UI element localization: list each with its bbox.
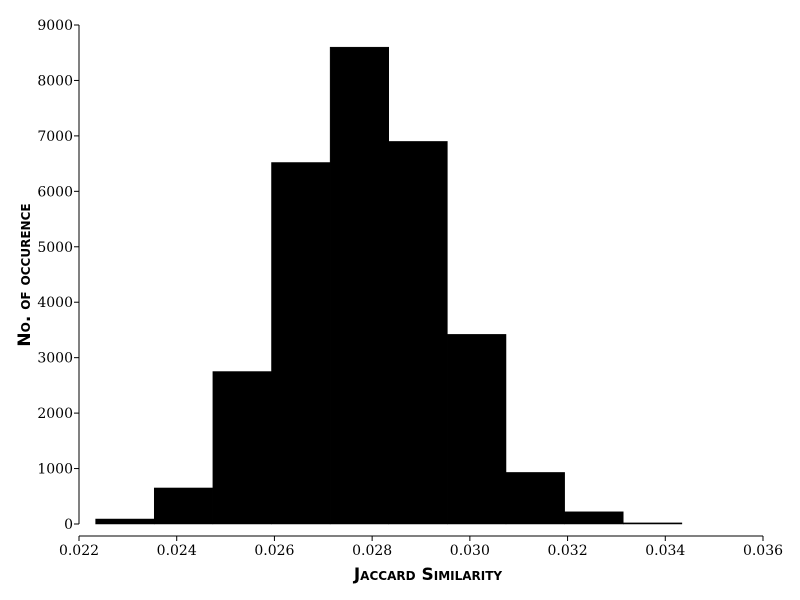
x-axis-title: Jaccard Similarity xyxy=(353,565,503,585)
histogram-bar-8 xyxy=(564,511,624,525)
y-tick-label: 9000 xyxy=(37,18,73,34)
y-tick-label: 5000 xyxy=(37,240,73,256)
x-tick-label: 0.030 xyxy=(450,543,490,559)
histogram-bar-7 xyxy=(505,472,565,525)
y-tick-label: 1000 xyxy=(37,462,73,478)
y-tick-label: 8000 xyxy=(37,73,73,89)
y-tick-label: 6000 xyxy=(37,184,73,200)
chart-axes xyxy=(78,25,763,537)
x-tick-label: 0.022 xyxy=(59,543,99,559)
y-axis-title: No. of occurence xyxy=(15,203,35,346)
x-tick-label: 0.036 xyxy=(743,543,783,559)
y-tick-label: 0 xyxy=(64,517,73,533)
y-axis-ticks: 0 1000 2000 3000 4000 5000 6000 7000 8000 9000 xyxy=(37,18,79,533)
y-tick-label: 7000 xyxy=(37,129,73,145)
x-tick-label: 0.026 xyxy=(254,543,294,559)
histogram-bar-3 xyxy=(271,162,331,525)
y-tick-label: 3000 xyxy=(37,351,73,367)
histogram-bar-9 xyxy=(623,522,683,525)
histogram-bar-5 xyxy=(388,141,448,525)
histogram-bar-1 xyxy=(153,487,214,525)
histogram-bars xyxy=(95,46,683,525)
histogram-bar-6 xyxy=(447,334,507,525)
x-tick-label: 0.028 xyxy=(352,543,392,559)
histogram-bar-4 xyxy=(329,46,390,525)
x-tick-label: 0.024 xyxy=(157,543,197,559)
y-tick-label: 4000 xyxy=(37,295,73,311)
histogram-bar-0 xyxy=(95,518,155,525)
x-tick-label: 0.032 xyxy=(548,543,588,559)
x-tick-label: 0.034 xyxy=(645,543,685,559)
histogram-bar-2 xyxy=(212,371,272,525)
y-tick-label: 2000 xyxy=(37,406,73,422)
x-axis-ticks: 0.022 0.024 0.026 0.028 0.030 0.032 0.034 0.036 xyxy=(59,536,783,559)
